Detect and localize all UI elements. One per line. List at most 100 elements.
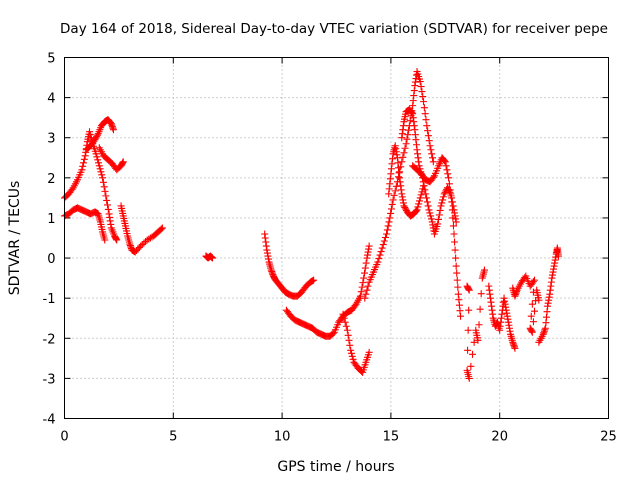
- data-point: [375, 255, 383, 263]
- y-tick-label: 3: [47, 132, 55, 147]
- data-point: [435, 211, 443, 219]
- data-point: [439, 193, 447, 201]
- x-axis-label: GPS time / hours: [277, 459, 394, 475]
- data-point: [357, 288, 365, 296]
- data-point: [402, 140, 410, 148]
- data-point: [408, 109, 416, 117]
- data-point: [401, 144, 409, 152]
- data-point: [528, 328, 536, 336]
- data-point: [454, 283, 462, 291]
- y-tick-label: -4: [43, 413, 56, 428]
- data-point: [364, 282, 372, 290]
- data-point: [475, 321, 483, 329]
- data-point: [435, 215, 442, 223]
- data-point: [158, 224, 166, 232]
- data-point: [97, 168, 105, 176]
- data-point: [113, 236, 121, 244]
- data-point: [450, 230, 458, 238]
- data-point: [400, 149, 408, 157]
- data-point: [528, 300, 536, 308]
- y-tick-label: 2: [47, 172, 55, 187]
- data-point: [390, 191, 398, 199]
- data-point: [446, 186, 454, 194]
- data-point: [385, 218, 393, 226]
- data-point: [445, 174, 453, 182]
- data-point: [361, 294, 369, 302]
- data-point: [310, 276, 318, 284]
- x-tick-label: 20: [491, 430, 508, 445]
- data-point: [413, 206, 421, 214]
- data-point: [480, 266, 488, 274]
- data-point: [99, 174, 107, 182]
- data-point: [445, 187, 453, 195]
- data-point: [419, 93, 427, 101]
- data-point: [529, 318, 537, 326]
- data-point: [464, 326, 472, 334]
- data-point: [453, 269, 461, 277]
- data-point: [418, 88, 426, 96]
- data-point: [449, 222, 457, 230]
- data-point: [426, 142, 434, 150]
- data-point: [98, 171, 106, 179]
- data-point: [434, 220, 442, 228]
- data-point: [91, 136, 99, 144]
- data-point: [440, 190, 448, 198]
- data-point: [420, 104, 428, 112]
- series-sat-track-m: [463, 266, 488, 382]
- x-tick-label: 0: [60, 430, 68, 445]
- data-point: [343, 326, 351, 334]
- data-point: [476, 305, 484, 313]
- data-point: [341, 318, 349, 326]
- data-point: [412, 207, 420, 215]
- data-point: [398, 158, 406, 166]
- data-point: [417, 83, 425, 91]
- data-point: [135, 244, 143, 252]
- y-axis: -4 -3 -2 -1 0 1 2 3 4 5: [43, 52, 609, 428]
- series-sat-track-g: [282, 242, 373, 340]
- data-point: [140, 239, 148, 247]
- data-point: [449, 202, 457, 210]
- data-point: [465, 374, 473, 382]
- data-point: [421, 110, 429, 118]
- data-point: [102, 192, 110, 200]
- data-point: [416, 78, 424, 86]
- data-point: [80, 159, 88, 167]
- series-sat-track-l: [409, 154, 465, 320]
- data-point: [380, 237, 388, 245]
- data-point: [416, 194, 424, 202]
- data-point: [92, 150, 100, 158]
- data-point: [529, 278, 537, 286]
- data-point: [358, 283, 366, 291]
- data-point: [80, 155, 88, 163]
- data-point: [439, 196, 447, 204]
- data-point: [415, 162, 423, 170]
- data-point: [94, 156, 102, 164]
- data-point: [340, 314, 348, 322]
- chart-title: Day 164 of 2018, Sidereal Day-to-day VTE…: [60, 21, 608, 37]
- data-point: [359, 279, 367, 287]
- data-point: [436, 206, 444, 214]
- data-point: [339, 310, 347, 318]
- series-sat-track-o: [509, 272, 543, 336]
- data-point: [457, 312, 465, 320]
- series-sat-track-p: [535, 244, 562, 346]
- series-sat-track-b: [61, 204, 109, 244]
- data-point: [428, 150, 436, 158]
- data-point: [423, 198, 431, 206]
- x-tick-label: 25: [600, 430, 617, 445]
- data-point: [447, 192, 455, 200]
- series-sat-track-n: [485, 282, 519, 352]
- data-point: [470, 338, 478, 346]
- data-point: [422, 190, 430, 198]
- data-point: [469, 350, 476, 358]
- data-point: [362, 290, 370, 298]
- data-point: [79, 162, 87, 170]
- data-point: [423, 122, 431, 130]
- data-point: [378, 244, 386, 252]
- data-point: [444, 170, 452, 178]
- data-point: [68, 185, 76, 193]
- data-point: [417, 191, 425, 199]
- series-sat-track-e: [202, 252, 216, 262]
- data-point: [401, 203, 409, 211]
- data-point: [389, 196, 397, 204]
